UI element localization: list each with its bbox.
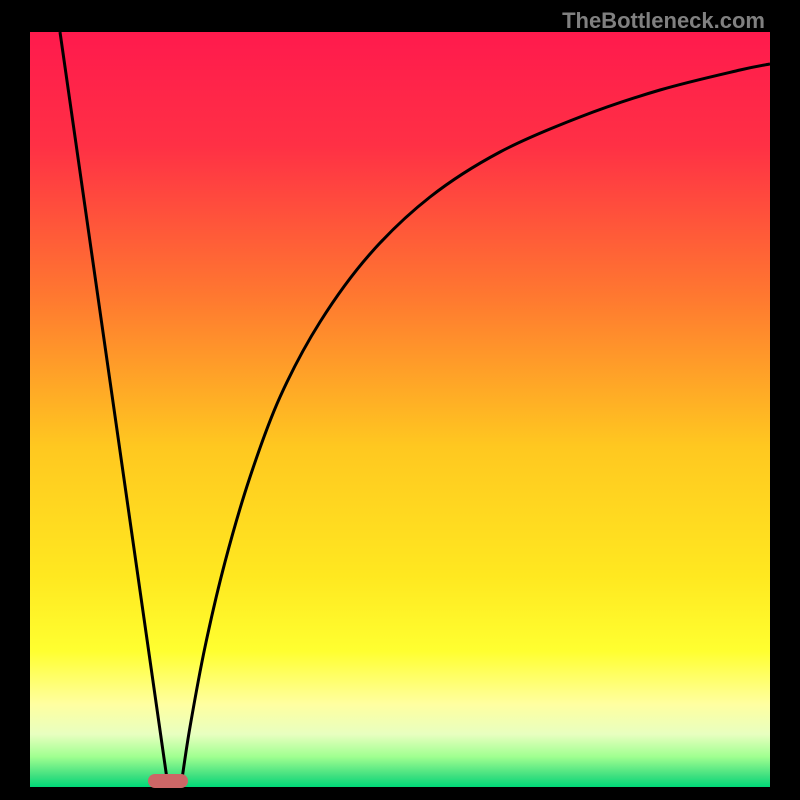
optimal-marker [148,774,188,788]
bottleneck-chart [30,32,770,787]
chart-svg [30,32,770,787]
watermark-text: TheBottleneck.com [562,8,765,34]
